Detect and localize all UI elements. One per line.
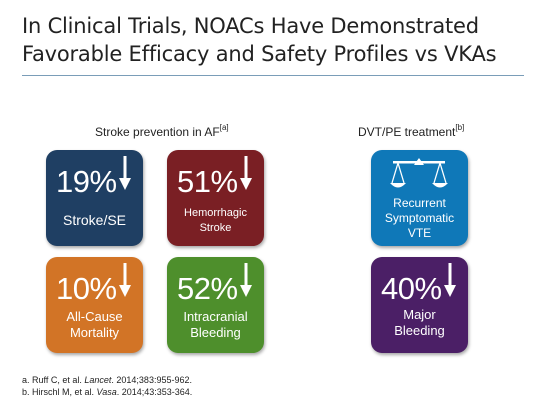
down-arrow-icon	[119, 156, 131, 190]
title-line-1: In Clinical Trials, NOACs Have Demonstra…	[22, 14, 479, 38]
tile-hemorrhagic-stroke-percent: 51%	[177, 164, 238, 199]
tile-major-bleeding-percent: 40%	[381, 271, 442, 306]
tile-all-cause-mortality-label: All-Cause Mortality	[66, 309, 123, 340]
section-heading-dvt-ref: [b]	[455, 123, 465, 132]
tile-intracranial-bleeding-label: Intracranial Bleeding	[183, 309, 248, 340]
section-heading-af-label: Stroke prevention in AF	[95, 125, 220, 139]
tile-recurrent-vte-label: Recurrent Symptomatic VTE	[384, 196, 455, 240]
tile-stroke-se: 19% Stroke/SE	[46, 150, 143, 246]
tile-hemorrhagic-stroke: 51% Hemorrhagic Stroke	[167, 150, 264, 246]
title-divider	[22, 75, 524, 76]
references: a. Ruff C, et al. Lancet. 2014;383:955-9…	[22, 374, 192, 398]
reference-b-citation: . 2014;43:353-364.	[116, 387, 193, 397]
tile-all-cause-mortality: 10% All-Cause Mortality	[46, 257, 143, 353]
tile-all-cause-mortality-percent: 10%	[56, 271, 117, 306]
slide-title: In Clinical Trials, NOACs Have Demonstra…	[22, 12, 522, 68]
reference-a-journal: Lancet	[84, 375, 112, 385]
down-arrow-icon	[240, 156, 252, 190]
down-arrow-icon	[444, 263, 456, 297]
section-heading-dvt: DVT/PE treatment[b]	[358, 123, 465, 139]
reference-b: b. Hirschl M, et al. Vasa. 2014;43:353-3…	[22, 386, 192, 398]
tile-recurrent-vte: Recurrent Symptomatic VTE	[371, 150, 468, 246]
tile-intracranial-bleeding: 52% Intracranial Bleeding	[167, 257, 264, 353]
tile-major-bleeding-label: Major Bleeding	[394, 307, 445, 338]
reference-b-journal: Vasa	[96, 387, 117, 397]
down-arrow-icon	[240, 263, 252, 297]
tile-hemorrhagic-stroke-label: Hemorrhagic Stroke	[184, 207, 247, 234]
section-heading-af: Stroke prevention in AF[a]	[95, 123, 229, 139]
down-arrow-icon	[119, 263, 131, 297]
section-heading-dvt-label: DVT/PE treatment	[358, 125, 456, 139]
tile-intracranial-bleeding-percent: 52%	[177, 271, 238, 306]
title-line-2: Favorable Efficacy and Safety Profiles v…	[22, 42, 497, 66]
reference-a-citation: . 2014;383:955-962.	[111, 375, 192, 385]
tile-major-bleeding: 40% Major Bleeding	[371, 257, 468, 353]
reference-b-authors: b. Hirschl M, et al.	[22, 387, 97, 397]
reference-a: a. Ruff C, et al. Lancet. 2014;383:955-9…	[22, 374, 192, 386]
tile-stroke-se-percent: 19%	[56, 164, 117, 199]
reference-a-authors: a. Ruff C, et al.	[22, 375, 85, 385]
balance-scale-icon	[390, 158, 448, 188]
section-heading-af-ref: [a]	[219, 123, 229, 132]
tile-stroke-se-label: Stroke/SE	[62, 212, 127, 228]
